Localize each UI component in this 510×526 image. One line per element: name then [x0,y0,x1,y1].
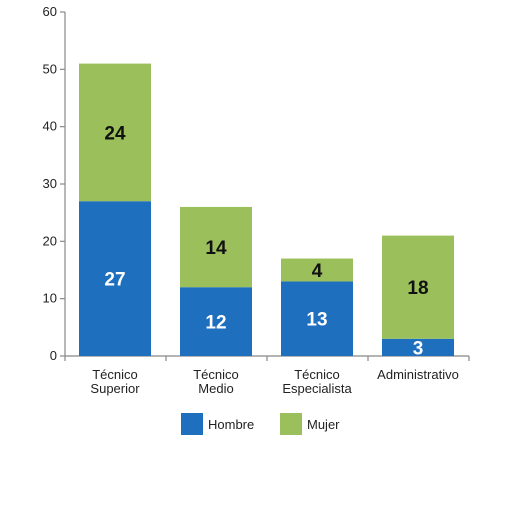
data-label-hombre-1: 12 [205,313,226,334]
legend-swatch-mujer [280,413,302,435]
category-label: Especialista [282,381,352,396]
category-label: Técnico [92,367,138,382]
category-labels: TécnicoSuperiorTécnicoMedioTécnicoEspeci… [90,367,458,396]
bar-hombre-0 [79,201,151,356]
bar-mujer-2 [281,258,353,282]
data-label-hombre-0: 27 [104,270,125,291]
y-tick-label: 0 [50,348,57,363]
y-tick-label: 40 [43,119,57,134]
x-axis [64,355,470,361]
category-label: Administrativo [377,367,459,382]
bar-hombre-2 [281,281,353,356]
legend: Hombre Mujer [181,413,340,435]
bar-mujer-3 [382,235,454,339]
bar-mujer-0 [79,63,151,202]
y-tick-label: 30 [43,176,57,191]
data-label-hombre-3: 3 [413,338,424,359]
legend-swatch-hombre [181,413,203,435]
bar-hombre-3 [382,338,454,356]
bar-hombre-1 [180,287,252,356]
legend-label-mujer: Mujer [307,417,340,432]
data-label-mujer-0: 24 [104,123,126,144]
data-label-hombre-2: 13 [306,310,327,331]
bar-mujer-1 [180,206,252,288]
y-tick-label: 20 [43,233,57,248]
category-label: Superior [90,381,140,396]
y-tick-label: 10 [43,291,57,306]
y-tick-label: 50 [43,61,57,76]
data-label-mujer-3: 18 [407,278,428,299]
category-label: Medio [198,381,233,396]
legend-label-hombre: Hombre [208,417,254,432]
category-label: Técnico [294,367,340,382]
y-axis: 0 10 20 30 40 50 60 [43,4,66,363]
category-label: Técnico [193,367,239,382]
data-label-mujer-2: 4 [312,261,323,282]
bars: 27 24 12 14 13 4 3 18 [79,63,454,359]
y-tick-label: 60 [43,4,57,19]
data-label-mujer-1: 14 [205,238,227,259]
